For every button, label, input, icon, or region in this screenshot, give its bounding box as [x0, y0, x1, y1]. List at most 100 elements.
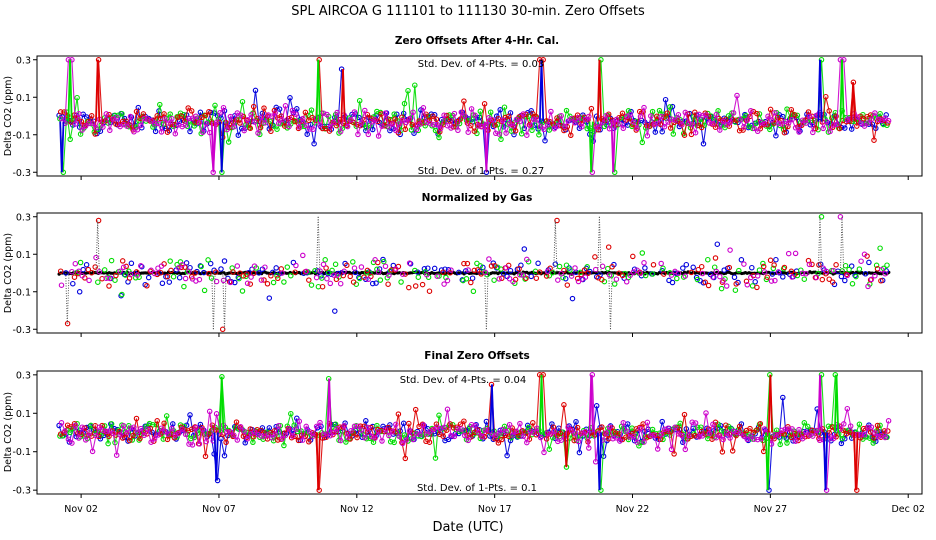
data-point — [789, 274, 795, 280]
data-point — [250, 439, 256, 446]
data-point — [62, 428, 68, 434]
data-point — [169, 115, 175, 122]
spike-line — [590, 121, 594, 173]
data-point — [754, 110, 760, 117]
data-point — [332, 308, 338, 314]
data-point — [274, 272, 280, 279]
data-point — [269, 435, 275, 441]
data-point — [372, 116, 378, 123]
data-point — [799, 270, 806, 277]
data-point — [358, 120, 365, 126]
data-point — [639, 250, 646, 256]
data-point — [433, 116, 440, 122]
data-point — [717, 127, 723, 133]
data-point — [723, 430, 730, 436]
data-point — [866, 259, 872, 266]
spike-line — [211, 272, 214, 330]
data-point — [596, 124, 602, 130]
data-point — [375, 269, 382, 275]
spike-line — [60, 121, 65, 173]
data-point — [517, 272, 523, 278]
panel-3-y-axis-label: Delta CO2 (ppm) — [3, 392, 14, 472]
data-point — [304, 131, 310, 137]
data-point — [815, 126, 821, 133]
data-point — [771, 262, 777, 268]
x-tick-label: Nov 27 — [754, 504, 788, 515]
data-point — [187, 412, 193, 418]
data-point — [406, 420, 412, 427]
data-point — [470, 288, 477, 295]
data-point — [672, 117, 678, 123]
data-point — [365, 276, 372, 283]
data-point — [474, 267, 481, 273]
data-point — [67, 429, 73, 436]
data-point — [599, 276, 605, 283]
data-point — [399, 271, 406, 277]
data-point — [776, 270, 783, 276]
data-point — [164, 129, 171, 135]
data-point — [213, 269, 219, 275]
data-point — [224, 126, 230, 133]
data-point — [409, 121, 415, 128]
data-point — [237, 424, 244, 430]
data-point — [390, 262, 397, 269]
data-point — [341, 422, 347, 429]
data-point — [884, 262, 890, 268]
data-point — [348, 428, 354, 434]
data-point — [344, 434, 351, 441]
data-point — [806, 261, 813, 268]
data-point — [710, 120, 716, 127]
data-point — [60, 169, 67, 176]
data-point — [69, 440, 75, 446]
data-point — [247, 125, 254, 132]
data-point — [517, 420, 523, 427]
data-point — [784, 440, 790, 446]
data-point — [471, 267, 478, 274]
data-point — [281, 279, 287, 285]
data-point — [256, 270, 262, 276]
data-point — [785, 250, 792, 257]
data-point — [781, 264, 788, 271]
panel-1-x-ticks — [80, 176, 909, 180]
data-point — [841, 421, 847, 427]
data-point — [634, 267, 640, 273]
data-point — [529, 127, 535, 134]
data-point — [664, 110, 671, 116]
data-point — [720, 277, 726, 284]
data-point — [777, 441, 783, 448]
data-point — [500, 270, 507, 277]
panel-3-annotation-top: Std. Dev. of 4-Pts. = 0.04 — [400, 375, 526, 386]
data-point — [761, 269, 768, 275]
data-point — [373, 280, 379, 286]
data-point — [303, 122, 309, 129]
data-point — [565, 424, 571, 430]
data-point — [67, 136, 73, 143]
data-point — [648, 113, 654, 119]
data-point — [548, 431, 554, 437]
data-point — [586, 445, 592, 451]
data-point — [605, 111, 612, 117]
data-point — [548, 108, 554, 115]
y-tick-label: 0.1 — [16, 409, 31, 420]
data-point — [327, 432, 334, 439]
data-point — [444, 277, 451, 284]
data-point — [712, 124, 719, 130]
data-point — [620, 125, 627, 132]
data-point — [885, 118, 892, 124]
spike-line — [342, 69, 346, 122]
data-point — [458, 426, 465, 432]
data-point — [58, 420, 65, 426]
data-point — [723, 283, 730, 289]
data-point — [858, 432, 864, 438]
data-point — [403, 119, 409, 126]
data-point — [820, 265, 826, 271]
data-point — [133, 108, 140, 115]
data-point — [630, 119, 637, 125]
data-point — [306, 277, 312, 283]
data-point — [475, 429, 482, 436]
data-point — [85, 266, 92, 273]
data-point — [690, 264, 696, 271]
data-point — [562, 275, 569, 282]
data-point — [796, 426, 802, 433]
data-point — [306, 126, 313, 132]
